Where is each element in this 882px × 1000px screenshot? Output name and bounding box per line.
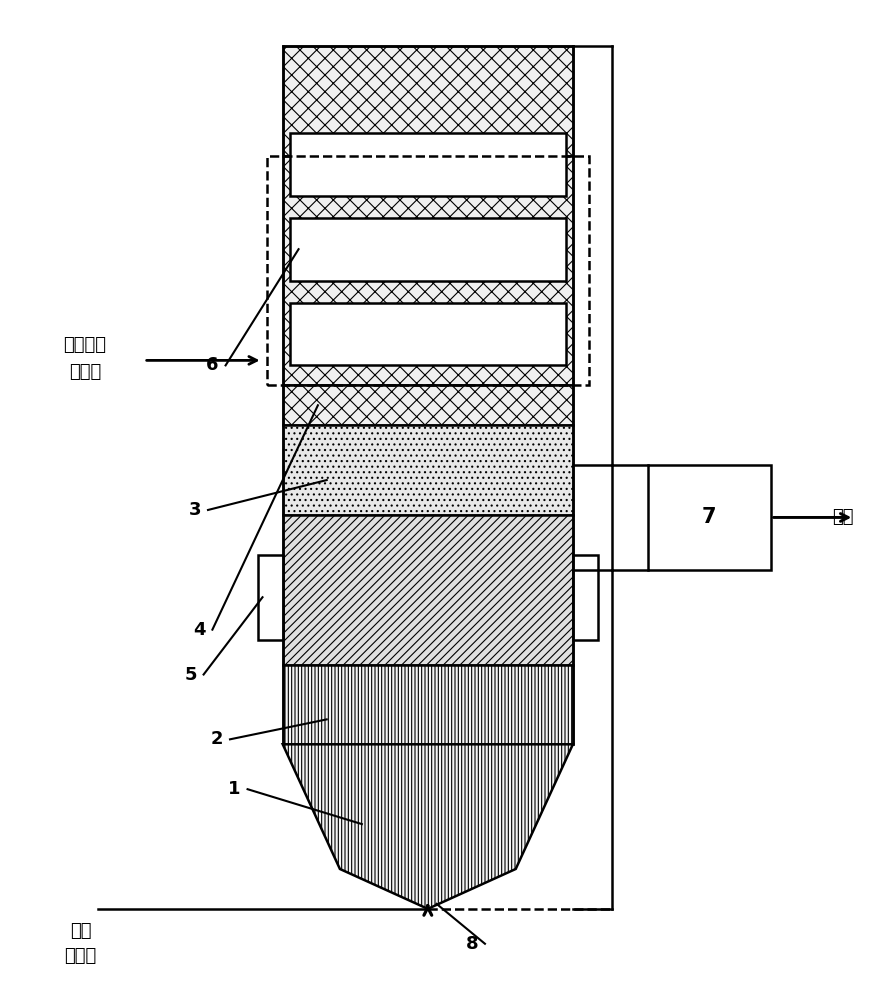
Polygon shape <box>290 133 566 196</box>
Text: 5: 5 <box>184 666 197 684</box>
Text: 8: 8 <box>466 935 478 953</box>
Text: 高温: 高温 <box>70 922 91 940</box>
Polygon shape <box>283 46 573 156</box>
Polygon shape <box>283 665 573 744</box>
Polygon shape <box>290 218 566 281</box>
Polygon shape <box>258 555 283 640</box>
Text: 3: 3 <box>189 501 201 519</box>
Polygon shape <box>283 385 573 425</box>
Polygon shape <box>647 465 771 570</box>
Polygon shape <box>573 555 597 640</box>
Text: 排烟: 排烟 <box>833 508 854 526</box>
Text: 1: 1 <box>228 780 241 798</box>
Text: 2: 2 <box>211 730 223 748</box>
Polygon shape <box>283 744 573 909</box>
Polygon shape <box>290 303 566 365</box>
Polygon shape <box>283 425 573 515</box>
Text: 汽轮机: 汽轮机 <box>69 363 101 381</box>
Text: 二氧化碳: 二氧化碳 <box>64 336 107 354</box>
Text: 6: 6 <box>206 356 219 374</box>
Text: 4: 4 <box>193 621 206 639</box>
Polygon shape <box>283 156 573 385</box>
Text: 回热器: 回热器 <box>64 947 97 965</box>
Polygon shape <box>283 515 573 665</box>
Text: 7: 7 <box>702 507 716 527</box>
